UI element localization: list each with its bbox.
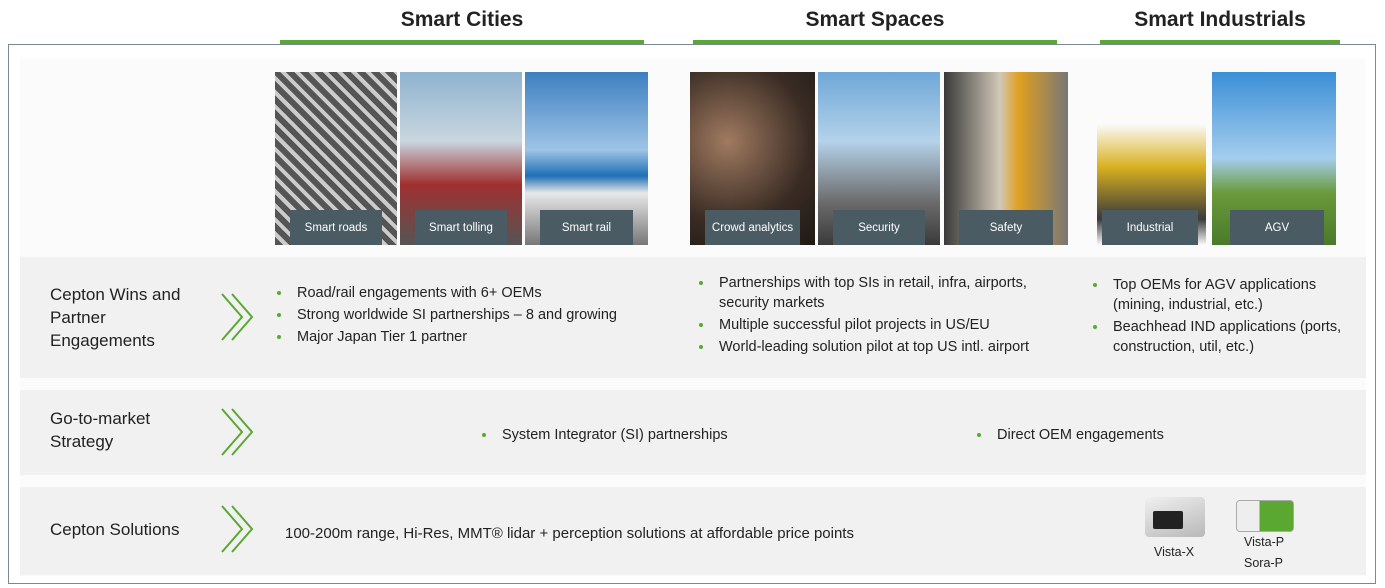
column-title: Smart Cities	[400, 8, 524, 31]
bullet-list: Direct OEM engagements	[975, 425, 1275, 447]
header-line	[1100, 40, 1340, 44]
tile-label: Crowd analytics	[705, 210, 800, 245]
bullet: Road/rail engagements with 6+ OEMs	[275, 283, 675, 303]
row-band	[20, 390, 1366, 475]
column-title: Smart Industrials	[1134, 8, 1306, 31]
bullet: System Integrator (SI) partnerships	[480, 425, 820, 445]
row-band	[20, 257, 1366, 378]
bullet-list: System Integrator (SI) partnerships	[480, 425, 820, 447]
chevron	[221, 293, 254, 341]
header-line	[280, 40, 644, 44]
bullet: Partnerships with top SIs in retail, inf…	[697, 273, 1067, 313]
tile-label: Smart roads	[290, 210, 382, 245]
tile-label: Safety	[959, 210, 1053, 245]
product-image	[1236, 500, 1294, 532]
tile-label: Smart tolling	[415, 210, 507, 245]
chevron	[221, 505, 254, 553]
product-label: Vista-X	[1154, 545, 1195, 559]
chevron	[221, 408, 254, 456]
row-label: Cepton Solutions	[50, 520, 180, 539]
product-label: Vista-P	[1244, 535, 1285, 549]
bullet-list: Partnerships with top SIs in retail, inf…	[697, 273, 1067, 359]
bullet: World-leading solution pilot at top US i…	[697, 337, 1067, 357]
bullet: Strong worldwide SI partnerships – 8 and…	[275, 305, 675, 325]
bullet: Top OEMs for AGV applications (mining, i…	[1091, 275, 1346, 315]
bullet: Multiple successful pilot projects in US…	[697, 315, 1067, 335]
header-line	[693, 40, 1057, 44]
row-band	[20, 487, 1366, 575]
bullet: Beachhead IND applications (ports, const…	[1091, 317, 1346, 357]
product-label: Sora-P	[1244, 556, 1283, 570]
column-title: Smart Spaces	[805, 8, 945, 31]
bullet-list: Top OEMs for AGV applications (mining, i…	[1091, 275, 1346, 359]
bullet: Direct OEM engagements	[975, 425, 1275, 445]
frame	[8, 44, 1376, 584]
row-label: Go-to-market Strategy	[50, 409, 151, 451]
tile-label: Industrial	[1102, 210, 1198, 245]
tile-label: Smart rail	[540, 210, 633, 245]
tile-label: AGV	[1230, 210, 1324, 245]
solution-text: 100-200m range, Hi-Res, MMT® lidar + per…	[285, 525, 854, 542]
bullet: Major Japan Tier 1 partner	[275, 327, 675, 347]
tile-label: Security	[833, 210, 925, 245]
product-image	[1145, 497, 1205, 537]
row-label: Cepton Wins and Partner Engagements	[50, 285, 181, 350]
bullet-list: Road/rail engagements with 6+ OEMs Stron…	[275, 283, 675, 349]
